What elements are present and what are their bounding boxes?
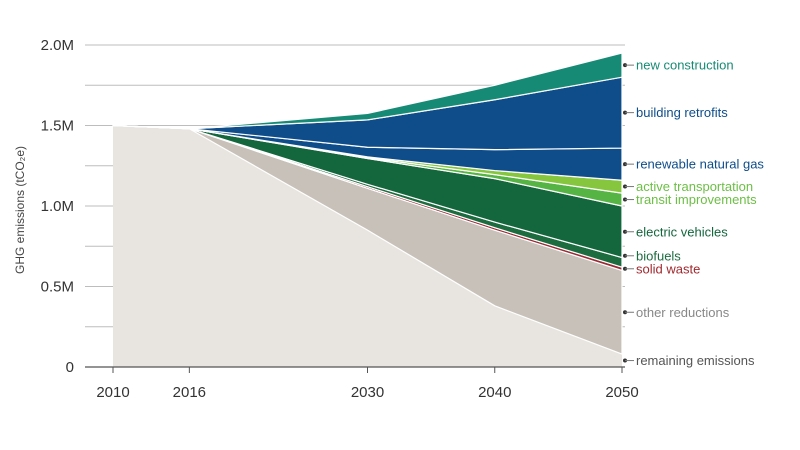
x-tick-labels: 2010 2016 2030 2040 2050 [96,367,639,401]
y-tick-label: 0.5M [41,279,74,296]
x-tick-label: 2050 [605,384,638,401]
y-tick-label: 1.0M [41,198,74,215]
x-tick-label: 2040 [478,384,511,401]
series-labels: remaining emissions other reductions solid… [623,58,764,368]
y-axis-label: GHG emissions (tCO₂e) [13,146,27,274]
series-label: active transportation [636,179,753,194]
series-label: renewable natural gas [636,157,764,172]
x-tick-label: 2010 [96,384,129,401]
y-tick-label: 1.5M [41,118,74,135]
area-series [112,52,623,367]
x-tick-label: 2016 [173,384,206,401]
series-label: biofuels [636,248,681,263]
x-tick-label: 2030 [351,384,384,401]
series-label: solid waste [636,261,700,276]
area-remaining-emissions [113,125,622,367]
series-label: transit improvements [636,192,757,207]
series-label: remaining emissions [636,353,755,368]
series-label: building retrofits [636,105,728,120]
series-label: new construction [636,58,734,73]
series-label: other reductions [636,305,730,320]
y-tick-label: 2.0M [41,37,74,54]
area-new-construction [112,52,623,130]
series-label: electric vehicles [636,224,728,239]
y-tick-labels: 0 0.5M 1.0M 1.5M 2.0M [41,37,74,376]
y-tick-label: 0 [66,359,74,376]
